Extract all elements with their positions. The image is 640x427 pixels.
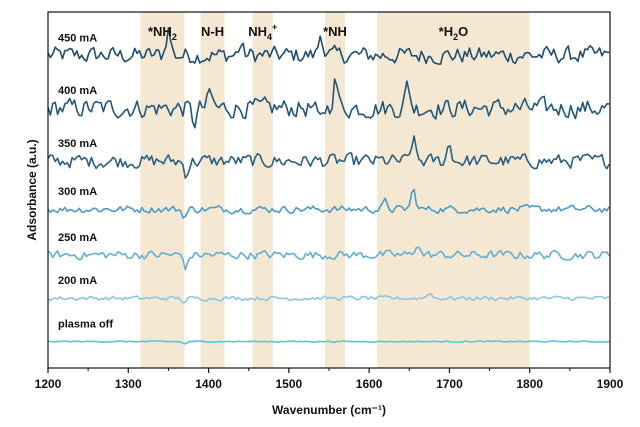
band-1 (200, 12, 225, 368)
series-label-6: plasma off (58, 319, 113, 331)
band-4 (377, 12, 530, 368)
series-line-3 (47, 188, 610, 219)
x-tick-label-7: 1900 (597, 377, 624, 391)
series-line-0 (47, 27, 610, 65)
series-label-1: 400 mA (58, 85, 97, 97)
band-2 (252, 12, 273, 368)
band-label-1: N-H (201, 24, 224, 39)
x-tick-label-0: 1200 (35, 377, 62, 391)
series-label-5: 200 mA (58, 275, 97, 287)
x-tick-label-6: 1800 (516, 377, 543, 391)
x-tick-label-1: 1300 (115, 377, 142, 391)
band-label-2: NH4+ (248, 22, 277, 42)
series-label-0: 450 mA (58, 32, 97, 44)
series-line-2 (47, 135, 610, 179)
band-label-0: *NH2 (148, 24, 177, 42)
x-tick-label-4: 1600 (356, 377, 383, 391)
band-label-3: *NH (323, 24, 347, 39)
y-axis-title: Adsorbance (a.u.) (25, 139, 39, 240)
series-line-4 (47, 246, 610, 271)
series-label-2: 350 mA (58, 138, 97, 150)
x-axis-title: Wavenumber (cm⁻¹) (272, 403, 386, 417)
series-line-6 (47, 340, 610, 345)
band-3 (324, 12, 346, 368)
band-highlights (140, 12, 530, 368)
labels: *NH2 N-H NH4+ *NH *H2O 450 mA 400 mA 350 mA 300 … (25, 22, 624, 417)
series-label-4: 250 mA (58, 232, 97, 244)
band-label-4: *H2O (439, 24, 469, 42)
series-label-3: 300 mA (58, 186, 97, 198)
x-tick-label-3: 1500 (276, 377, 303, 391)
x-tick-label-5: 1700 (436, 377, 463, 391)
axes (47, 11, 611, 373)
series-line-1 (47, 78, 610, 129)
x-tick-label-2: 1400 (195, 377, 222, 391)
series-line-5 (47, 293, 610, 304)
band-0 (140, 12, 185, 368)
spectra-series (47, 27, 610, 345)
